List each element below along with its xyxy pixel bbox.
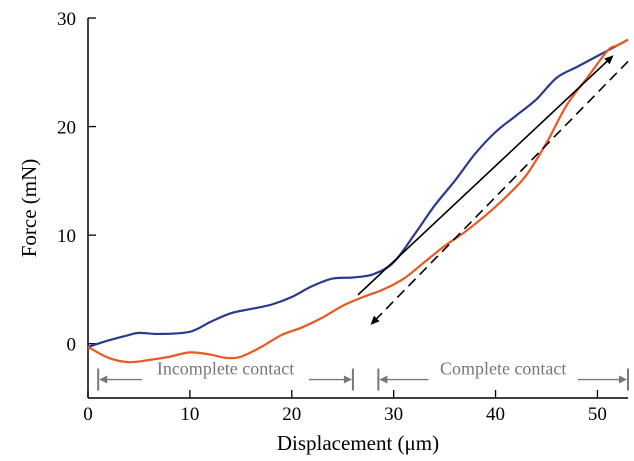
annotation-label: Incomplete contact	[157, 359, 294, 379]
bracket-arrow-right	[619, 375, 627, 384]
x-tick-label: 0	[83, 404, 93, 425]
x-tick-label: 30	[384, 404, 403, 425]
x-tick-label: 20	[282, 404, 301, 425]
x-tick-label: 10	[180, 404, 199, 425]
loading-arrow	[357, 55, 614, 296]
annotation-label: Complete contact	[440, 359, 566, 379]
bracket-arrow-left	[99, 375, 108, 384]
y-tick-label: 20	[57, 118, 76, 139]
series-line-1	[87, 38, 629, 349]
x-tick-label: 40	[486, 404, 505, 425]
contact-annotations: Incomplete contact Complete contact	[97, 359, 629, 391]
x-tick-label: 50	[588, 404, 607, 425]
annotation-background	[142, 367, 309, 390]
bracket-arrow-right	[343, 375, 352, 384]
contact-range-bracket: Incomplete contact	[97, 359, 354, 391]
y-tick-label: 0	[67, 335, 77, 356]
y-axis-title: Force (mN)	[17, 159, 41, 258]
unloading-arrow	[370, 60, 629, 325]
y-tick-label: 10	[57, 226, 76, 247]
bracket-arrow-left	[379, 375, 388, 384]
contact-range-bracket: Complete contact	[377, 359, 629, 391]
annotation-background	[428, 367, 578, 390]
y-tick-label: 30	[57, 9, 76, 30]
series-lines	[87, 38, 629, 364]
series-line-2	[87, 38, 629, 364]
direction-arrows	[357, 55, 629, 325]
x-axis-title: Displacement (μm)	[277, 431, 439, 455]
axes: 0 10 20 30 40 50 0 10 20 30	[57, 9, 628, 425]
